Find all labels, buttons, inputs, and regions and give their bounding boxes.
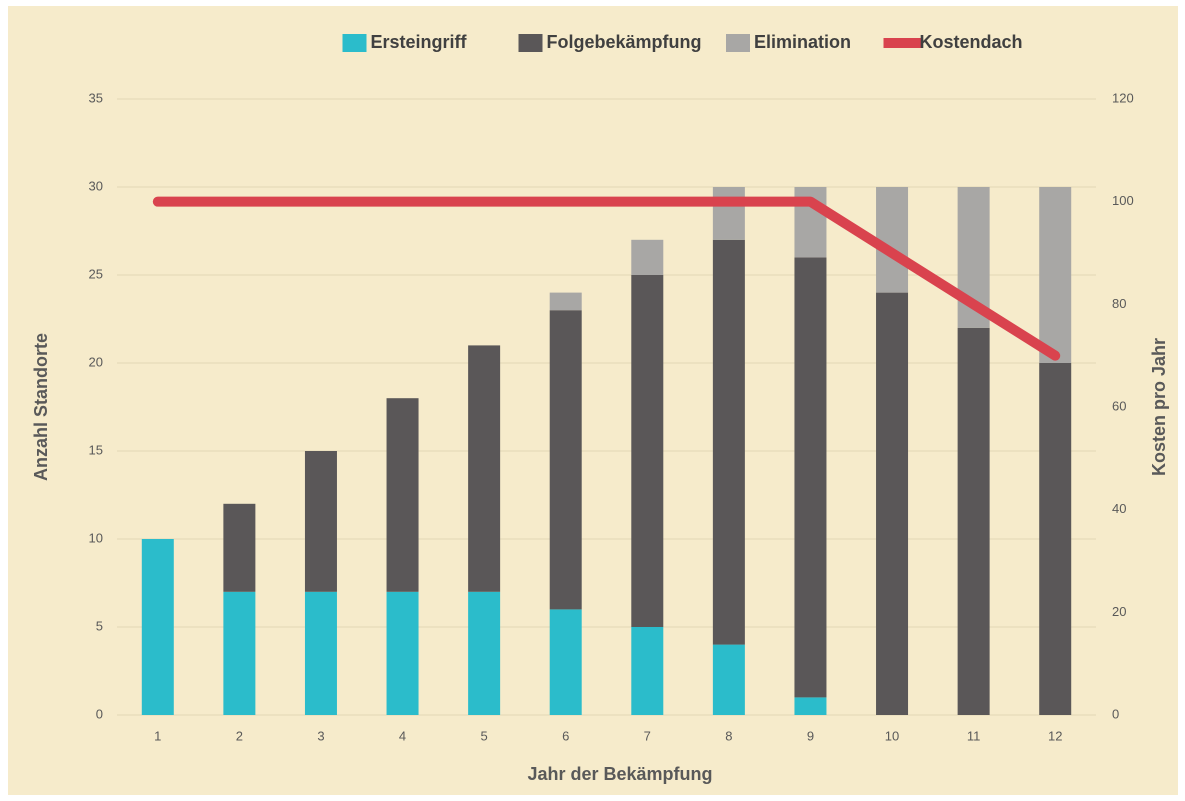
y-axis-title: Anzahl Standorte (31, 333, 51, 481)
legend-swatch (726, 34, 750, 52)
x-tick-label: 5 (481, 728, 488, 743)
y-tick-label: 10 (89, 530, 103, 545)
y2-tick-label: 100 (1112, 193, 1134, 208)
bar-segment (876, 187, 909, 293)
x-tick-label: 11 (967, 728, 981, 743)
bar-segment (1039, 187, 1072, 363)
bar-segment (549, 609, 582, 715)
y-tick-label: 15 (89, 442, 103, 457)
y2-tick-label: 0 (1112, 706, 1119, 721)
x-tick-label: 9 (807, 728, 814, 743)
legend-swatch (342, 34, 367, 52)
line-series (152, 196, 1061, 361)
bar-segment (223, 503, 256, 592)
bar-segment (386, 398, 419, 592)
y-tick-label: 0 (96, 706, 103, 721)
x-tick-label: 2 (236, 728, 243, 743)
y-tick-label: 35 (89, 90, 103, 105)
legend-swatch (518, 34, 543, 52)
bar-segment (712, 187, 745, 240)
y2-tick-label: 60 (1112, 398, 1126, 413)
x-tick-label: 7 (644, 728, 651, 743)
bar-segment (712, 644, 745, 715)
chart-background (8, 6, 1178, 795)
y2-tick-label: 20 (1112, 604, 1126, 619)
x-axis-title: Jahr der Bekämpfung (527, 764, 712, 784)
y-tick-label: 25 (89, 266, 103, 281)
x-tick-label: 10 (885, 728, 899, 743)
bar-segment (549, 310, 582, 610)
bar-segment (631, 627, 664, 715)
bar-segment (876, 292, 909, 715)
x-tick-label: 8 (725, 728, 732, 743)
bar-segment (631, 275, 664, 627)
bar-segment (468, 591, 501, 715)
x-tick-label: 1 (154, 728, 161, 743)
y2-tick-label: 120 (1112, 90, 1134, 105)
bar-segment (1039, 363, 1072, 715)
y-tick-label: 5 (96, 618, 103, 633)
y-tick-label: 30 (89, 178, 103, 193)
bar-segment (141, 539, 174, 715)
bar-segment (549, 292, 582, 311)
bar-segment (712, 239, 745, 645)
bar-segment (794, 257, 827, 698)
legend-label: Ersteingriff (371, 32, 468, 52)
bar-segment (386, 591, 419, 715)
bar-segment (794, 697, 827, 715)
legend-label: Kostendach (920, 32, 1023, 52)
x-tick-label: 3 (317, 728, 324, 743)
bar-segment (304, 451, 337, 592)
bar-segment (304, 591, 337, 715)
bar-segment (468, 345, 501, 592)
y2-tick-label: 40 (1112, 501, 1126, 516)
x-tick-label: 4 (399, 728, 406, 743)
y2-axis-title: Kosten pro Jahr (1149, 338, 1169, 476)
bar-segment (223, 591, 256, 715)
bar-segment (631, 239, 664, 275)
legend-label: Folgebekämpfung (547, 32, 702, 52)
y-tick-label: 20 (89, 354, 103, 369)
x-tick-label: 12 (1048, 728, 1062, 743)
legend-label: Elimination (754, 32, 851, 52)
bar-segment (957, 327, 990, 715)
x-tick-label: 6 (562, 728, 569, 743)
y2-tick-label: 80 (1112, 296, 1126, 311)
